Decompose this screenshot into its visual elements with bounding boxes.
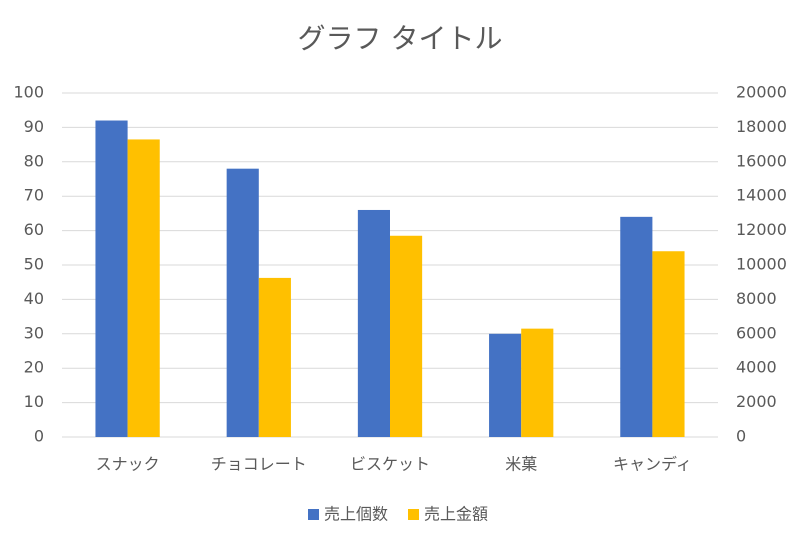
- y-tick-label: 70: [24, 186, 44, 205]
- x-tick-label: スナック: [96, 455, 160, 474]
- bar: [226, 168, 259, 437]
- y2-tick-label: 12000: [736, 220, 787, 239]
- y2-tick-label: 0: [736, 427, 746, 446]
- y-tick-label: 80: [24, 151, 44, 170]
- y-tick-label: 20: [24, 358, 44, 377]
- y2-tick-label: 18000: [736, 117, 787, 136]
- chart-title: グラフ タイトル: [298, 22, 503, 55]
- bar: [521, 328, 554, 437]
- bar: [390, 235, 423, 437]
- y2-tick-label: 20000: [736, 83, 787, 102]
- bar: [620, 216, 653, 437]
- x-tick-label: 米菓: [505, 455, 537, 474]
- y2-tick-label: 4000: [736, 358, 777, 377]
- y2-tick-label: 14000: [736, 186, 787, 205]
- bar: [95, 120, 128, 438]
- y2-tick-label: 10000: [736, 255, 787, 274]
- y2-tick-label: 6000: [736, 323, 777, 342]
- y-tick-label: 0: [34, 427, 44, 446]
- x-tick-label: チョコレート: [211, 455, 307, 474]
- y2-tick-label: 16000: [736, 151, 787, 170]
- bar: [258, 277, 291, 437]
- y-tick-label: 40: [24, 289, 44, 308]
- bar: [357, 209, 390, 437]
- y-tick-label: 50: [24, 255, 44, 274]
- bar: [489, 333, 522, 437]
- y-tick-label: 10: [24, 392, 44, 411]
- x-tick-label: ビスケット: [350, 455, 430, 474]
- bar: [127, 139, 160, 437]
- y-tick-label: 90: [24, 117, 44, 136]
- legend-swatch: [408, 509, 419, 520]
- y-tick-label: 100: [13, 83, 44, 102]
- y2-tick-label: 2000: [736, 392, 777, 411]
- bar: [652, 251, 685, 437]
- legend-swatch: [308, 509, 319, 520]
- x-tick-label: キャンディ: [613, 455, 692, 474]
- legend-label: 売上金額: [424, 505, 488, 524]
- y2-tick-label: 8000: [736, 289, 777, 308]
- y-tick-label: 60: [24, 220, 44, 239]
- legend-label: 売上個数: [324, 505, 388, 524]
- y-tick-label: 30: [24, 323, 44, 342]
